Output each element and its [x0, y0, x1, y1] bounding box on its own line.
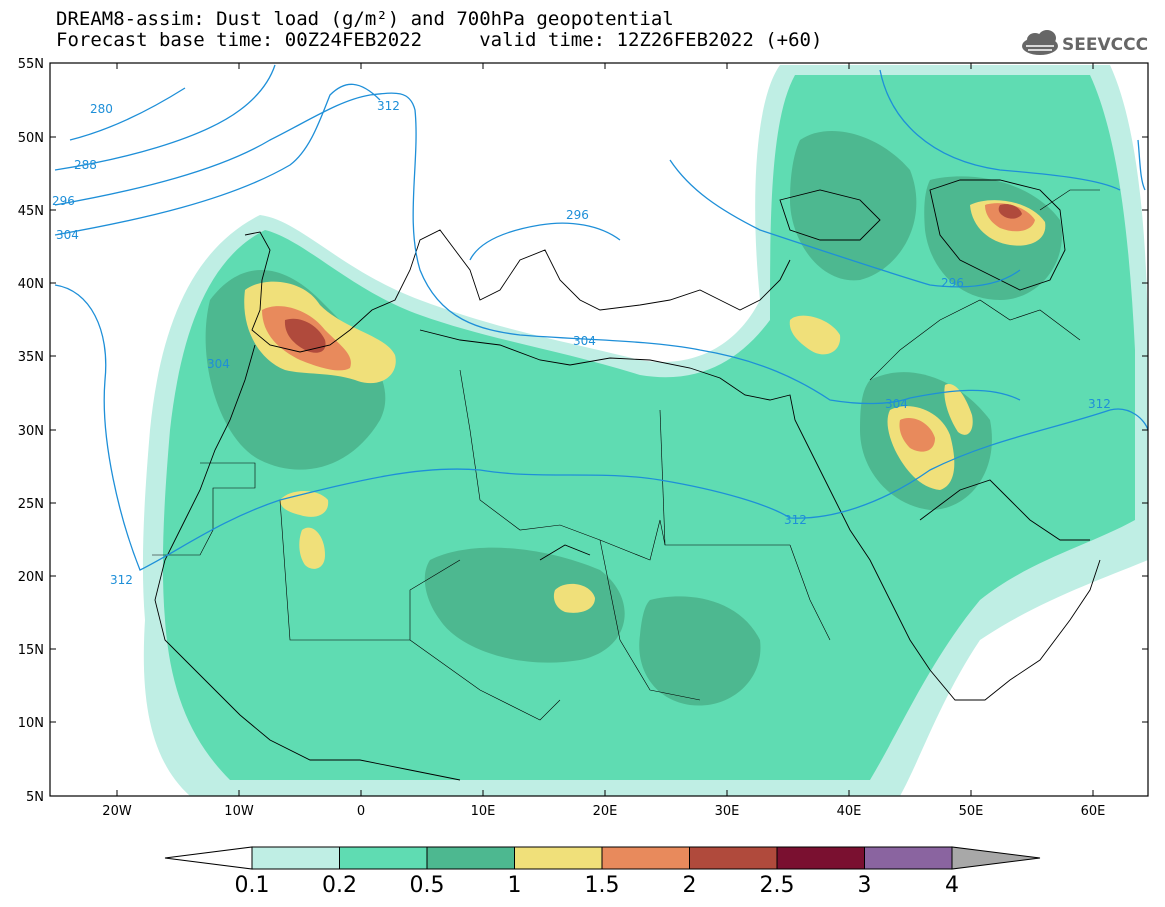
logo-text: SEEVCCC	[1062, 35, 1148, 55]
colorbar-box	[689, 846, 778, 870]
lat-label: 5N	[26, 790, 44, 805]
isoline-label: 304	[573, 334, 596, 348]
dust-area-2-iberia	[284, 318, 326, 353]
lat-label: 15N	[18, 643, 44, 658]
isoline-label: 312	[110, 573, 133, 587]
isoline-label: 312	[784, 513, 807, 527]
colorbar-box	[514, 846, 603, 870]
dust-area-1-levant	[789, 315, 841, 355]
isoline-label: 304	[885, 397, 908, 411]
lat-label: 50N	[18, 131, 44, 146]
isoline-label: 304	[56, 228, 79, 242]
colorbar-level-label: 0.2	[322, 873, 357, 898]
lon-label: 0	[357, 804, 365, 819]
dust-area-2-caspian	[998, 204, 1022, 219]
lon-label: 60E	[1081, 804, 1106, 819]
isoline-label: 296	[941, 276, 964, 290]
lon-label: 10E	[471, 804, 496, 819]
title-line-1: DREAM8-assim: Dust load (g/m²) and 700hP…	[56, 8, 674, 30]
longitude-axis	[116, 63, 1094, 796]
lon-label: 20E	[593, 804, 618, 819]
colorbar-level-label: 0.5	[410, 873, 445, 898]
colorbar-box	[776, 846, 865, 870]
colorbar-level-label: 4	[945, 873, 959, 898]
colorbar-box	[864, 846, 953, 870]
dust-area-1.5-gulf	[899, 418, 935, 452]
colorbar-level-label: 1	[508, 873, 522, 898]
lat-label: 30N	[18, 424, 44, 439]
colorbar-boxes	[251, 846, 953, 870]
isoline-label: 288	[74, 158, 97, 172]
country-borders	[152, 189, 1100, 721]
colorbar-box	[601, 846, 690, 870]
lon-label: 40E	[837, 804, 862, 819]
colorbar-labels: 0.1 0.2 0.5 1 1.5 2 2.5 3 4	[235, 873, 960, 898]
dust-area-1-chad	[553, 583, 595, 613]
cloud-icon	[1022, 30, 1058, 55]
isoline-label: 312	[1088, 397, 1111, 411]
dust-area-1-iran	[944, 384, 973, 435]
title-line-2: Forecast base time: 00Z24FEB2022 valid t…	[56, 29, 823, 51]
lat-label: 25N	[18, 497, 44, 512]
dust-area-0.5-b	[424, 547, 625, 663]
colorbar-over-triangle	[951, 846, 1041, 870]
colorbar-level-label: 3	[858, 873, 872, 898]
longitude-labels: 20W 10W 0 10E 20E 30E 40E 50E 60E	[102, 804, 1105, 819]
latitude-labels: 55N 50N 45N 40N 35N 30N 25N 20N 15N 10N …	[18, 57, 44, 805]
colorbar-box	[426, 846, 515, 870]
lat-label: 10N	[18, 716, 44, 731]
geopotential-isolines	[54, 64, 1149, 571]
seevccc-logo: SEEVCCC	[1022, 30, 1148, 55]
lon-label: 30E	[715, 804, 740, 819]
isoline-label: 280	[90, 102, 113, 116]
colorbar-level-label: 2.5	[760, 873, 795, 898]
lon-label: 50E	[959, 804, 984, 819]
dust-area-1-sahara-b	[299, 527, 325, 569]
isoline-label: 296	[52, 194, 75, 208]
colorbar-level-label: 1.5	[585, 873, 620, 898]
colorbar-level-label: 0.1	[235, 873, 270, 898]
colorbar: 0.1 0.2 0.5 1 1.5 2 2.5 3 4	[164, 846, 1041, 898]
isoline-labels: 280 288 296 304 312 312 296 304 304 296 …	[52, 99, 1111, 587]
lat-label: 35N	[18, 350, 44, 365]
dust-area-0.5-f	[639, 596, 761, 706]
lon-label: 10W	[224, 804, 254, 819]
dust-area-0.5-c	[790, 131, 917, 281]
lat-label: 45N	[18, 204, 44, 219]
lon-label: 20W	[102, 804, 132, 819]
isoline-label: 296	[566, 208, 589, 222]
coastlines	[154, 179, 1101, 781]
lat-label: 40N	[18, 277, 44, 292]
colorbar-box	[251, 846, 340, 870]
lat-label: 20N	[18, 570, 44, 585]
lat-label: 55N	[18, 57, 44, 72]
isoline-label: 312	[377, 99, 400, 113]
colorbar-level-label: 2	[683, 873, 697, 898]
isoline-label: 304	[207, 357, 230, 371]
latitude-axis	[50, 62, 1148, 797]
colorbar-under-triangle	[164, 846, 253, 870]
colorbar-box	[339, 846, 428, 870]
